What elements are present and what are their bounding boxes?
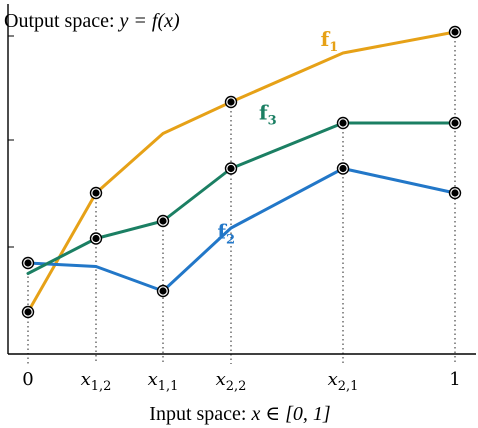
x-axis-label-math: x ∈ [0, 1] [250, 403, 330, 425]
chart-title-math: y = f(x) [118, 10, 180, 32]
series-line-f1 [26, 30, 457, 314]
data-marker [448, 186, 462, 200]
chart-title-prefix: Output space: [4, 10, 120, 32]
data-marker-dot [227, 98, 235, 106]
series-labels: f1 f2 f3 [217, 27, 338, 248]
data-marker [156, 284, 170, 298]
series-line-f2 [26, 167, 457, 293]
data-marker [448, 116, 462, 130]
x-tick-label: x1,2 [81, 369, 112, 394]
chart-title: Output space: y = f(x) [4, 10, 180, 32]
data-markers [21, 25, 462, 319]
data-marker-dot [339, 164, 347, 173]
data-marker [224, 162, 238, 175]
data-marker-dot [92, 189, 100, 197]
data-marker [156, 214, 170, 228]
series-label-f1: f1 [321, 27, 339, 55]
x-tick-label: x2,2 [216, 369, 247, 394]
series-lines [26, 30, 457, 314]
data-marker [448, 25, 462, 39]
series-line-f3 [26, 121, 457, 275]
data-marker-dot [339, 119, 347, 127]
data-marker-dot [451, 28, 459, 36]
data-marker-dot [159, 217, 167, 225]
data-marker [21, 305, 35, 319]
data-marker [89, 186, 103, 200]
x-tick-label: x2,1 [328, 369, 359, 394]
data-marker-dot [24, 308, 32, 316]
data-marker [336, 162, 350, 175]
data-marker [224, 95, 238, 109]
series-label-f2: f2 [217, 220, 235, 248]
series-label-f3: f3 [259, 101, 277, 129]
axes [7, 4, 476, 355]
data-marker [89, 232, 103, 245]
data-marker-dot [159, 287, 167, 295]
data-marker-dot [24, 259, 32, 267]
x-tick-label: 1 [449, 369, 460, 390]
data-marker-dot [92, 234, 100, 243]
x-tick-labels: 0 x1,2 x1,1 x2,2 x2,1 1 [22, 369, 460, 394]
data-marker-dot [451, 189, 459, 197]
data-marker-dot [227, 164, 235, 173]
data-marker [336, 116, 350, 130]
x-axis-label: Input space: x ∈ [0, 1] [149, 403, 330, 425]
x-tick-label: 0 [22, 369, 33, 390]
data-marker [21, 256, 35, 270]
x-axis-label-prefix: Input space: [149, 403, 251, 425]
x-tick-label: x1,1 [148, 369, 179, 394]
data-marker-dot [451, 119, 459, 127]
